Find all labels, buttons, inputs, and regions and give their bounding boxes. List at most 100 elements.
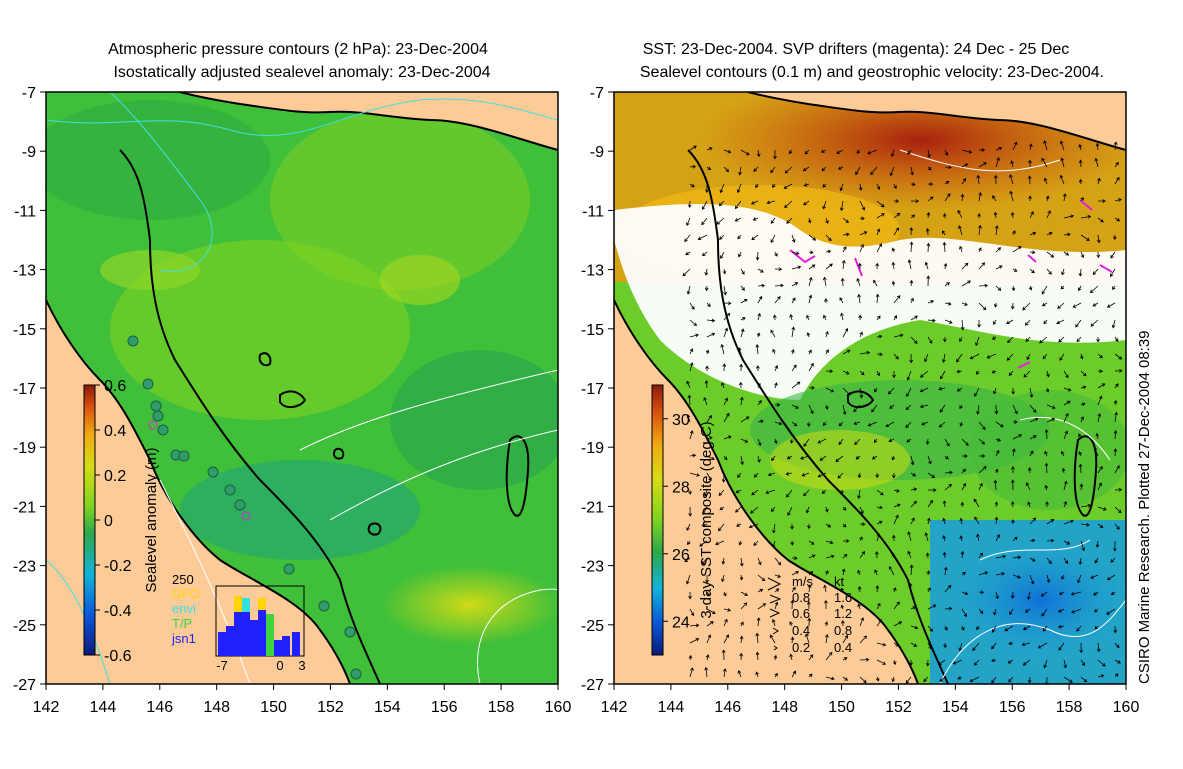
sla-colorbar-label: Sealevel anomaly (m)	[143, 447, 160, 592]
velocity-arrow	[905, 404, 912, 411]
velocity-arrow	[1028, 159, 1032, 167]
velocity-arrow	[1011, 387, 1016, 395]
velocity-arrow	[977, 213, 981, 219]
sst-colorbar-tick-label: 26	[672, 547, 690, 564]
velocity-arrow	[909, 353, 914, 364]
velocity-arrow	[876, 489, 884, 496]
velocity-arrow	[1046, 251, 1055, 258]
velocity-arrow	[1025, 482, 1031, 491]
velocity-arrow	[893, 601, 900, 610]
velocity-arrow	[753, 472, 759, 478]
velocity-key-kt: 0.8	[834, 623, 852, 638]
velocity-arrow	[821, 166, 827, 172]
velocity-arrow	[995, 156, 1000, 168]
velocity-arrow	[874, 569, 878, 576]
velocity-arrow	[1029, 450, 1034, 457]
velocity-arrow	[859, 370, 865, 376]
velocity-arrow	[706, 332, 716, 338]
velocity-arrow	[840, 312, 844, 321]
velocity-arrow	[697, 234, 708, 241]
velocity-arrow	[905, 676, 912, 684]
right-lon-tick-label: 156	[999, 699, 1026, 716]
velocity-arrow	[757, 438, 762, 447]
velocity-arrow	[891, 261, 896, 270]
velocity-arrow	[892, 371, 896, 379]
velocity-arrow	[774, 403, 781, 407]
velocity-arrow	[825, 217, 829, 224]
velocity-arrow	[789, 621, 793, 627]
velocity-arrow	[1076, 336, 1082, 343]
velocity-arrow	[1029, 387, 1034, 398]
velocity-arrow	[859, 331, 863, 338]
velocity-arrow	[1080, 503, 1092, 508]
velocity-arrow	[1029, 517, 1037, 525]
velocity-arrow	[867, 149, 878, 155]
velocity-arrow	[1098, 199, 1106, 203]
velocity-arrow	[977, 319, 981, 328]
velocity-arrow	[888, 566, 895, 576]
velocity-key-ms: 0.2	[792, 640, 810, 655]
velocity-arrow	[1111, 319, 1116, 329]
velocity-arrow	[774, 295, 781, 304]
velocity-arrow	[1058, 336, 1065, 343]
velocity-arrow	[871, 455, 878, 460]
velocity-arrow	[842, 553, 848, 559]
velocity-arrow	[961, 608, 968, 618]
velocity-arrow	[956, 387, 963, 392]
velocity-arrow	[995, 534, 1000, 542]
velocity-arrow	[805, 633, 810, 644]
velocity-arrow	[1063, 557, 1069, 565]
velocity-arrow	[893, 183, 897, 189]
velocity-arrow	[704, 666, 709, 678]
velocity-arrow	[1063, 214, 1075, 219]
velocity-arrow	[961, 163, 969, 168]
velocity-arrow	[1027, 676, 1032, 684]
cloud-mask	[614, 204, 1126, 400]
velocity-arrow	[791, 571, 799, 576]
velocity-arrow	[909, 564, 914, 576]
shelf-edge-contour	[687, 149, 949, 684]
velocity-arrow	[876, 228, 881, 236]
velocity-arrow	[701, 557, 708, 565]
velocity-arrow	[803, 438, 810, 447]
velocity-arrow	[910, 500, 917, 508]
velocity-arrow	[1042, 353, 1048, 360]
velocity-arrow	[1080, 659, 1086, 667]
velocity-arrow	[978, 283, 989, 288]
velocity-arrow	[1078, 451, 1083, 457]
velocity-arrow	[689, 430, 694, 440]
velocity-arrow	[974, 516, 980, 525]
velocity-arrow	[972, 642, 980, 651]
velocity-arrow	[753, 166, 759, 172]
velocity-arrow	[1071, 608, 1082, 614]
velocity-arrow	[771, 540, 776, 548]
velocity-arrow	[682, 268, 691, 277]
velocity-arrow	[739, 557, 744, 567]
right-lon-tick-label: 160	[1113, 699, 1140, 716]
velocity-arrow	[859, 216, 865, 221]
velocity-arrow	[1063, 519, 1074, 525]
velocity-arrow	[1113, 625, 1118, 634]
velocity-arrow	[1080, 234, 1090, 241]
australia-land	[46, 92, 350, 684]
velocity-arrow	[857, 569, 861, 576]
velocity-arrow	[825, 506, 829, 513]
right-lon-tick-label: 150	[828, 699, 855, 716]
right-lon-tick-label: 142	[601, 699, 628, 716]
velocity-arrow	[756, 332, 761, 338]
right-lon-tick-label: 158	[1056, 699, 1083, 716]
left-lat-tick-label: -9	[22, 144, 36, 161]
reef-island	[1073, 435, 1098, 517]
new-guinea-land	[748, 92, 1126, 150]
velocity-arrow	[853, 404, 861, 413]
velocity-arrow	[740, 285, 745, 291]
velocity-arrow	[942, 517, 946, 525]
velocity-arrow	[944, 455, 949, 460]
velocity-arrow	[836, 149, 844, 154]
velocity-arrow	[969, 676, 980, 683]
velocity-arrow	[752, 217, 759, 221]
velocity-arrow	[1058, 591, 1065, 595]
sla-colorbar: 0.6 0.4 0.2 0 -0.2 -0.4 -0.6 Sealevel anomaly …	[83, 378, 160, 665]
drifter-track	[854, 257, 863, 277]
